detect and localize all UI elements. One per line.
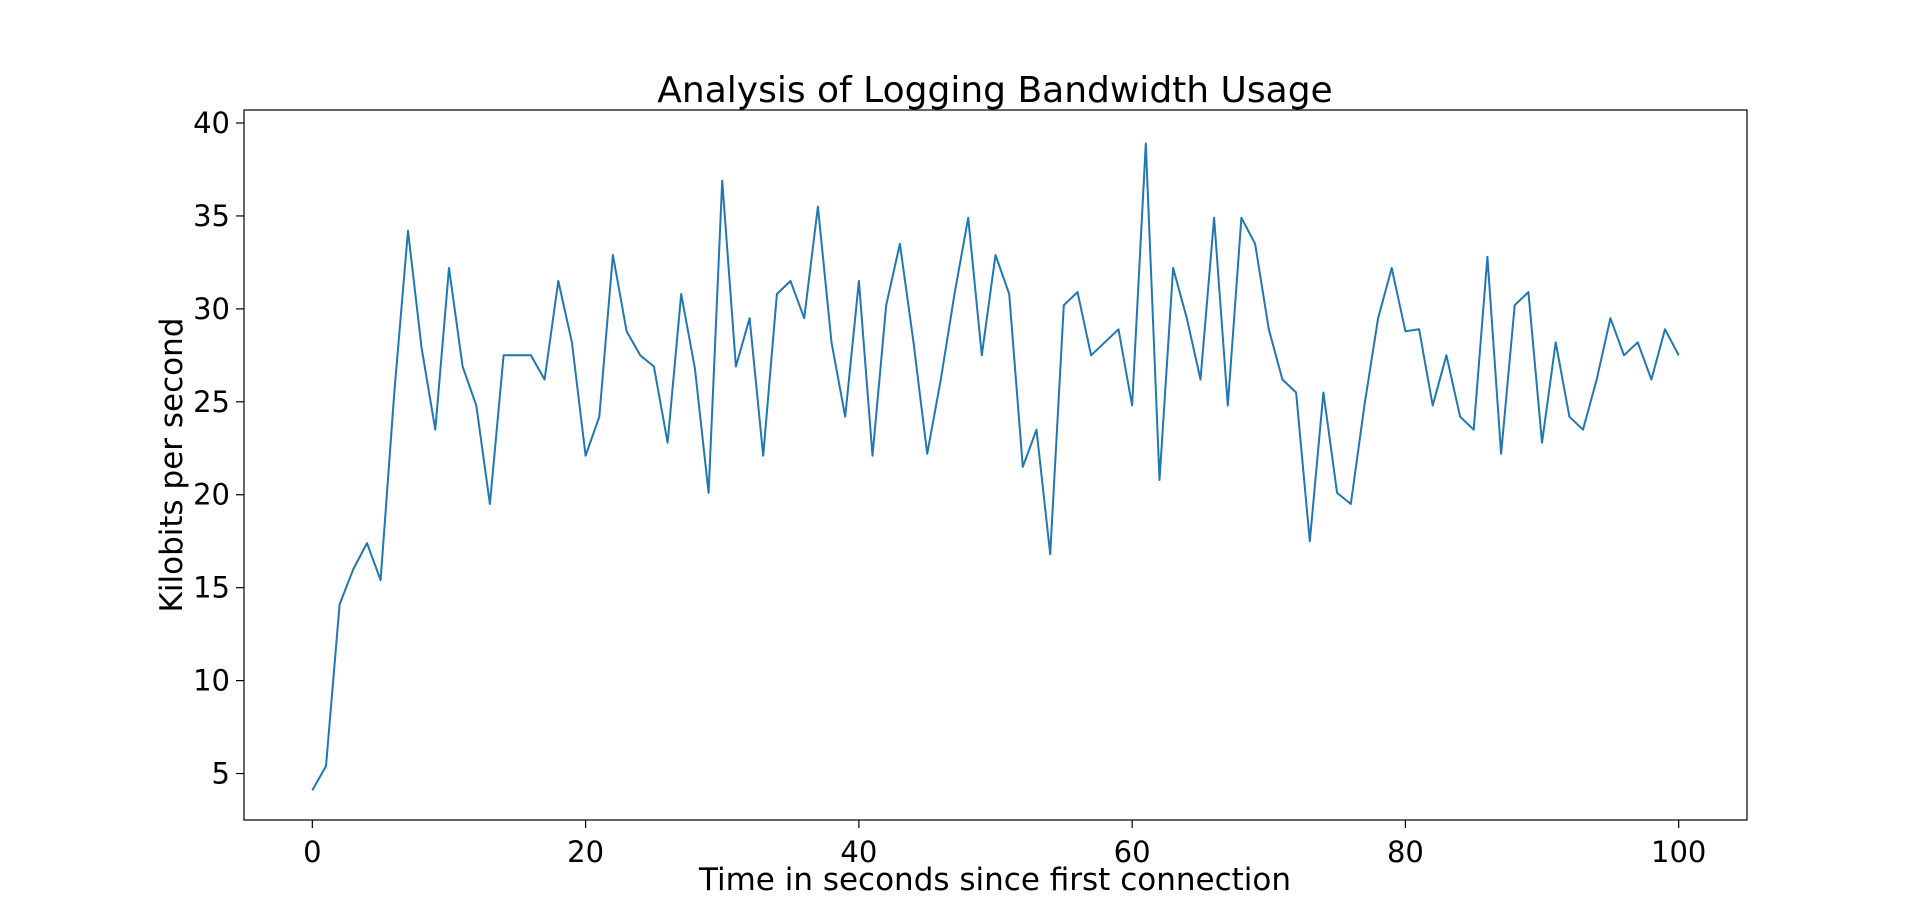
plot-frame — [243, 109, 1748, 821]
y-tick-label: 35 — [193, 199, 230, 233]
x-tick-label: 20 — [567, 835, 604, 869]
x-axis-label: Time in seconds since first connection — [698, 862, 1291, 898]
y-axis: 5 10 15 20 25 30 35 40 — [193, 106, 244, 791]
y-tick-label: 20 — [193, 478, 230, 512]
x-tick-label: 60 — [1114, 835, 1151, 869]
x-axis: 0 20 40 60 80 100 — [303, 820, 1706, 869]
x-tick-label: 100 — [1651, 835, 1706, 869]
y-tick-label: 15 — [193, 571, 230, 605]
y-tick-label: 40 — [193, 106, 230, 140]
chart-title: Analysis of Logging Bandwidth Usage — [657, 70, 1332, 111]
y-tick-label: 25 — [193, 385, 230, 419]
y-tick-label: 30 — [193, 292, 230, 326]
x-tick-label: 80 — [1387, 835, 1424, 869]
series-line — [311, 142, 1680, 791]
y-axis-label: Kilobits per second — [154, 318, 190, 613]
y-tick-label: 5 — [212, 757, 230, 791]
x-tick-label: 40 — [840, 835, 877, 869]
x-tick-label: 0 — [303, 835, 321, 869]
y-tick-label: 10 — [193, 664, 230, 698]
